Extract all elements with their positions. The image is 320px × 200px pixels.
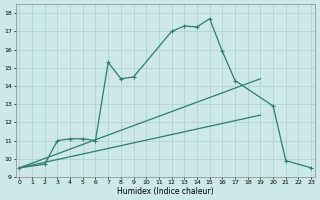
X-axis label: Humidex (Indice chaleur): Humidex (Indice chaleur) <box>117 187 213 196</box>
